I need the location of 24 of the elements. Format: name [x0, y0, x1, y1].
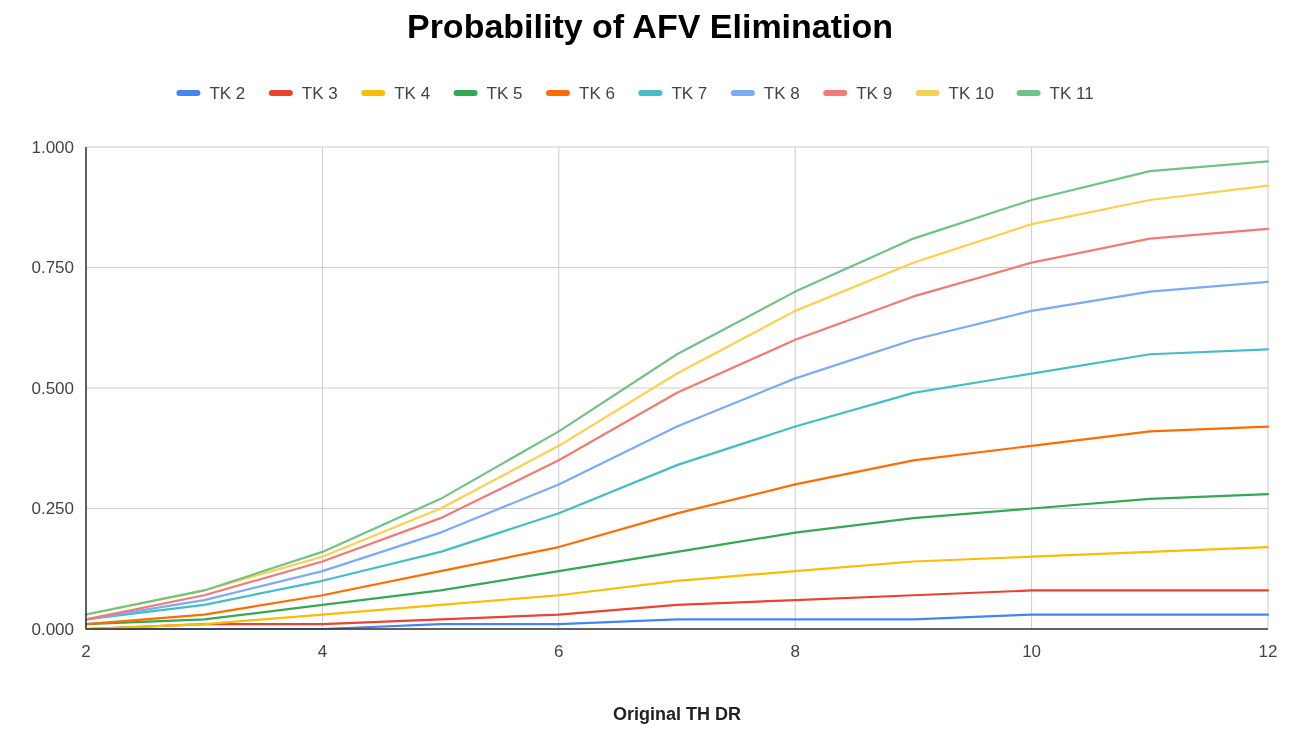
legend-label: TK 5	[486, 83, 523, 103]
x-axis-title: Original TH DR	[612, 704, 742, 724]
x-tick-label: 8	[790, 642, 800, 661]
x-tick-label: 4	[317, 642, 328, 661]
legend-label: TK 10	[948, 83, 994, 103]
y-tick-label: 0.750	[31, 258, 74, 278]
y-tick-label: 0.500	[31, 378, 74, 398]
legend-label: TK 11	[1049, 83, 1094, 103]
legend-label: TK 6	[579, 83, 615, 103]
chart-title: Probability of AFV Elimination	[406, 7, 894, 45]
legend-label: TK 3	[301, 83, 338, 103]
y-tick-label: 1.000	[31, 137, 74, 157]
y-tick-label: 0.250	[31, 499, 74, 519]
legend-label: TK 9	[856, 83, 893, 103]
x-tick-label: 6	[554, 642, 564, 661]
legend-label: TK 8	[763, 83, 800, 103]
line-series	[84, 425, 1270, 626]
x-tick-label: 10	[1022, 642, 1042, 661]
x-tick-label: 12	[1258, 642, 1278, 661]
legend-label: TK 7	[671, 83, 708, 103]
y-tick-label: 0.000	[31, 619, 74, 639]
x-tick-label: 2	[81, 642, 91, 661]
legend-label: TK 2	[209, 83, 246, 103]
legend-label: TK 4	[394, 83, 431, 103]
